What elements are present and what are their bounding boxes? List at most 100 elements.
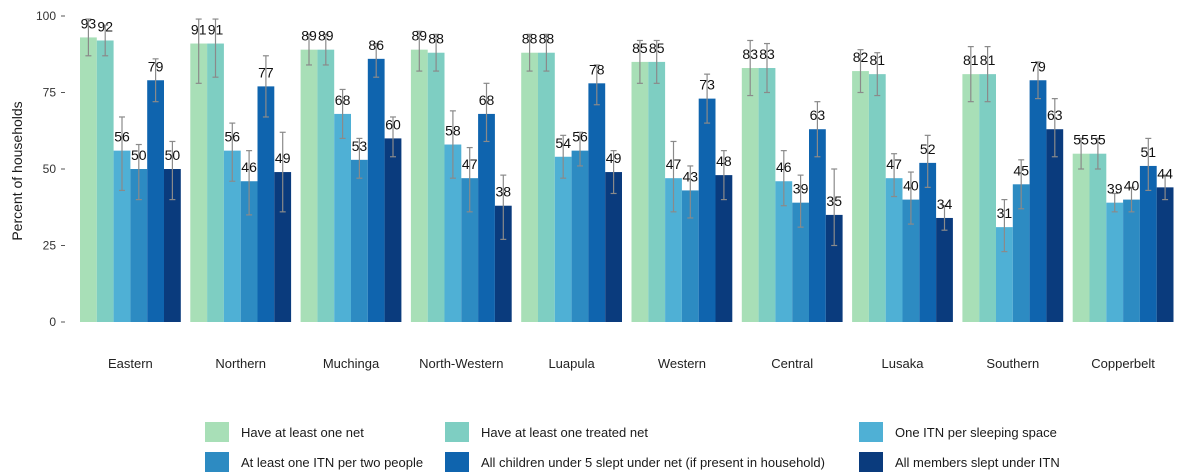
x-tick-label: Northern <box>215 356 266 371</box>
legend-item: Have at least one treated net <box>445 420 648 444</box>
error-bar-group <box>85 18 1169 253</box>
bar <box>461 178 479 322</box>
data-label: 79 <box>1030 58 1046 74</box>
data-label: 56 <box>114 129 130 145</box>
bar <box>478 113 495 322</box>
x-tick-label: Copperbelt <box>1091 356 1155 371</box>
bar <box>631 61 649 323</box>
data-label: 73 <box>699 77 715 93</box>
bar <box>317 49 335 322</box>
data-label: 86 <box>368 37 384 53</box>
bar <box>521 52 538 322</box>
legend: Have at least one net Have at least one … <box>205 414 1085 474</box>
bar <box>1139 165 1157 322</box>
bar <box>223 150 241 322</box>
legend-label: One ITN per sleeping space <box>895 424 1057 440</box>
data-label: 88 <box>539 31 555 47</box>
data-label: 38 <box>496 184 512 200</box>
data-label: 54 <box>555 135 571 151</box>
bar <box>334 113 351 322</box>
data-label: 68 <box>335 92 351 108</box>
data-label: 78 <box>589 61 605 77</box>
data-label: 43 <box>683 168 699 184</box>
legend-swatch <box>205 422 229 442</box>
data-label: 91 <box>208 22 224 38</box>
x-tick-label: North-Western <box>419 356 503 371</box>
bar <box>427 52 445 322</box>
bar <box>351 159 368 322</box>
data-label: 82 <box>853 49 869 65</box>
data-label: 31 <box>997 205 1013 221</box>
bar <box>147 80 164 322</box>
legend-swatch <box>445 452 469 472</box>
legend-item: One ITN per sleeping space <box>859 420 1057 444</box>
x-axis-tick-labels: Eastern Northern Muchinga North-Western Luap… <box>108 356 1155 371</box>
data-label: 39 <box>1107 181 1123 197</box>
bar <box>367 58 385 323</box>
bar <box>1089 153 1107 322</box>
bar <box>902 199 920 322</box>
bar <box>741 68 759 323</box>
bar <box>240 181 258 322</box>
bar <box>1046 129 1064 322</box>
x-tick-label: Luapula <box>548 356 595 371</box>
bar <box>164 169 181 322</box>
bar <box>207 43 224 322</box>
data-label: 47 <box>886 156 902 172</box>
data-label: 40 <box>1124 178 1140 194</box>
bar <box>80 37 97 323</box>
data-label: 50 <box>165 147 181 163</box>
bar <box>809 129 826 322</box>
bar <box>962 74 980 322</box>
legend-label: Have at least one treated net <box>481 424 648 440</box>
data-label: 44 <box>1157 165 1173 181</box>
data-label: 48 <box>716 153 732 169</box>
bar <box>1029 80 1047 322</box>
data-label: 49 <box>606 150 622 166</box>
x-tick-label: Central <box>771 356 813 371</box>
y-tick-label: 100 <box>36 9 56 23</box>
bar <box>494 205 512 322</box>
data-label: 45 <box>1013 162 1029 178</box>
bar <box>885 178 903 322</box>
bar <box>868 74 886 322</box>
data-label: 49 <box>275 150 291 166</box>
y-tick-label: 0 <box>49 315 56 329</box>
bar <box>919 162 937 322</box>
bar <box>257 86 275 322</box>
data-label: 58 <box>445 123 461 139</box>
bar <box>410 49 428 322</box>
data-label: 77 <box>258 64 274 80</box>
x-tick-label: Lusaka <box>882 356 925 371</box>
data-label: 93 <box>81 15 97 31</box>
data-label: 47 <box>666 156 682 172</box>
legend-item: At least one ITN per two people <box>205 450 423 474</box>
bar <box>300 49 318 322</box>
data-label: 63 <box>810 107 826 123</box>
data-label: 55 <box>1090 132 1106 148</box>
data-label: 81 <box>980 52 996 68</box>
bar <box>96 40 114 322</box>
data-label: 50 <box>131 147 147 163</box>
data-label: 91 <box>191 22 207 38</box>
bar <box>605 172 622 322</box>
data-label: 52 <box>920 141 936 157</box>
y-tick-label: 25 <box>43 239 57 253</box>
bar <box>758 68 776 323</box>
bar <box>113 150 131 322</box>
legend-swatch <box>859 452 883 472</box>
bar <box>1012 184 1030 322</box>
legend-label: At least one ITN per two people <box>241 454 424 470</box>
data-label: 35 <box>826 193 842 209</box>
legend-swatch <box>859 422 883 442</box>
data-label: 68 <box>479 92 495 108</box>
data-label: 47 <box>462 156 478 172</box>
bar-series-group <box>80 37 1174 323</box>
bar <box>1106 202 1124 322</box>
bar <box>1072 153 1090 322</box>
y-tick-label: 50 <box>43 162 57 176</box>
bar <box>190 43 208 322</box>
data-label: 85 <box>632 40 648 56</box>
legend-label: Have at least one net <box>241 424 364 440</box>
